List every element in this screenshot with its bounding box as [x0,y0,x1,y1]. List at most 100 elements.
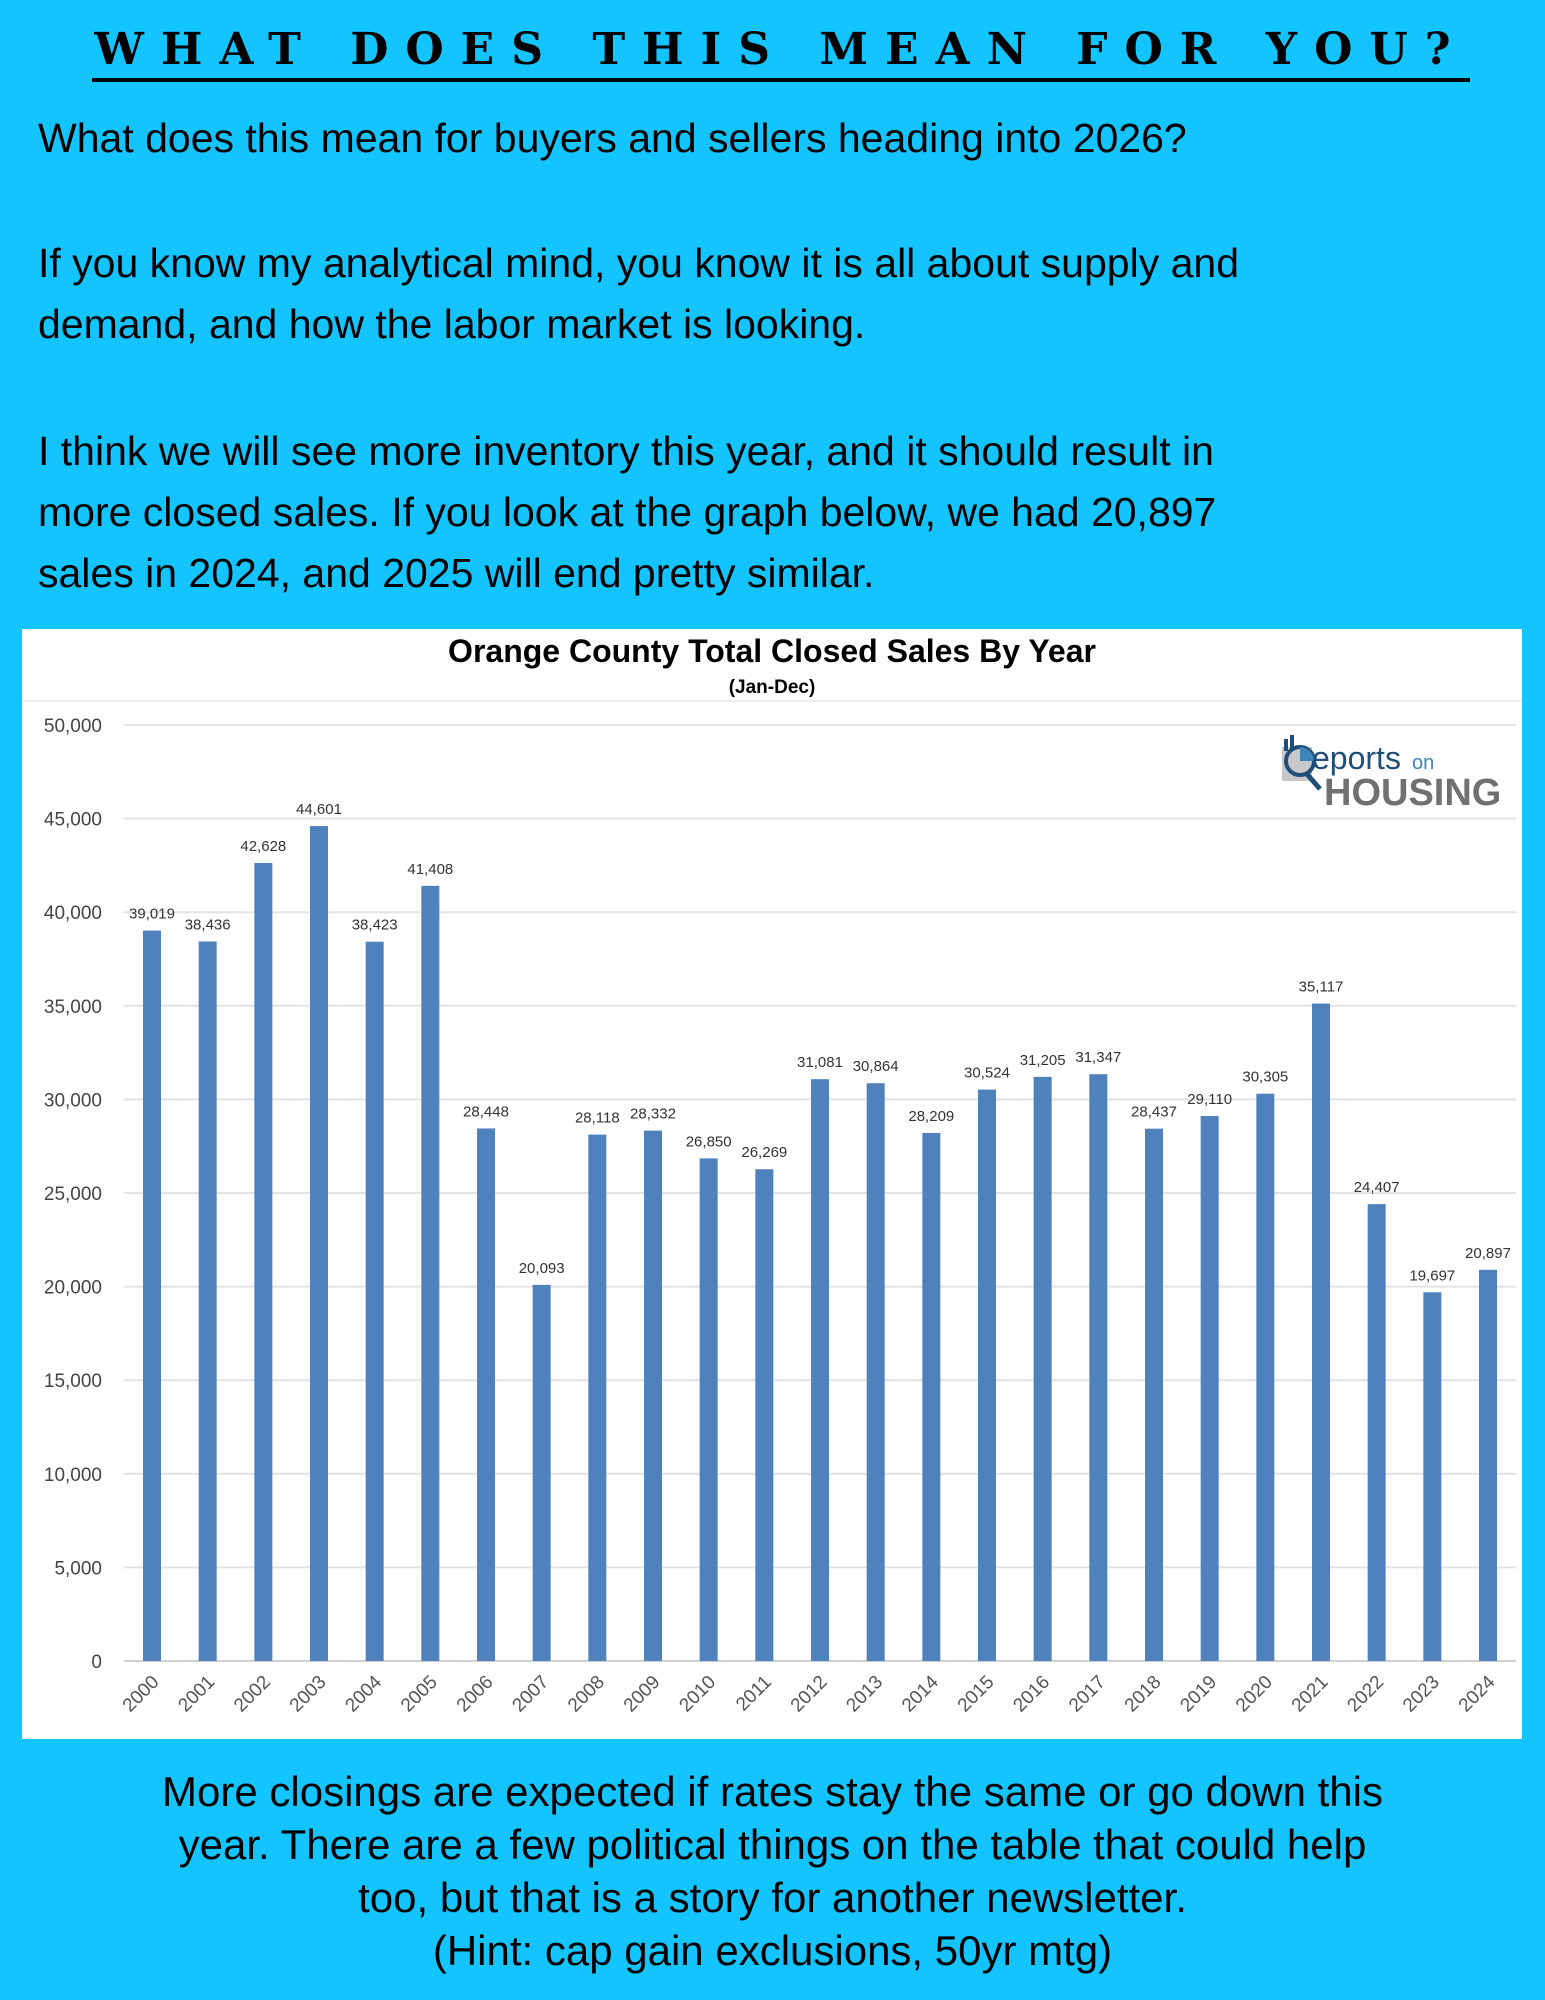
x-tick-label: 2008 [564,1672,609,1717]
chart-title: Orange County Total Closed Sales By Year [448,633,1096,669]
intro-paragraph-2-line-1: If you know my analytical mind, you know… [38,240,1239,286]
headline-underline [92,78,1470,82]
data-label: 30,305 [1242,1069,1288,1086]
bar-2017 [1089,1074,1108,1661]
x-tick-label: 2021 [1288,1672,1333,1717]
y-tick-label: 25,000 [44,1184,102,1205]
data-label: 31,347 [1075,1049,1121,1066]
bar-2002 [254,863,273,1661]
data-label: 24,407 [1354,1179,1400,1196]
x-tick-label: 2010 [675,1672,720,1717]
data-label: 26,850 [686,1133,732,1150]
bar-2003 [310,826,328,1661]
bar-2000 [143,930,161,1661]
data-label: 30,864 [853,1058,899,1075]
x-tick-label: 2013 [842,1672,887,1717]
bar-2018 [1145,1128,1163,1661]
y-tick-label: 45,000 [44,810,102,831]
closing-line-2: year. There are a few political things o… [178,1821,1367,1868]
bar-2019 [1200,1116,1219,1661]
data-label: 28,332 [630,1106,676,1123]
y-tick-label: 30,000 [44,1090,102,1111]
data-label: 19,697 [1409,1267,1455,1284]
bar-2016 [1033,1076,1052,1661]
y-tick-label: 50,000 [44,716,102,737]
intro-paragraph-3-line-3: sales in 2024, and 2025 will end pretty … [38,550,875,596]
bar-2006 [477,1128,495,1661]
x-tick-label: 2024 [1455,1671,1500,1716]
intro-question: What does this mean for buyers and selle… [38,115,1187,161]
x-tick-label: 2005 [397,1672,442,1717]
bar-2023 [1423,1292,1442,1661]
svg-text:eports: eports [1312,740,1401,776]
data-label: 38,436 [185,916,231,933]
data-label: 42,628 [240,838,286,855]
x-tick-label: 2017 [1065,1672,1110,1717]
x-tick-label: 2003 [286,1672,331,1717]
data-label: 20,093 [519,1260,565,1277]
bar-2021 [1312,1003,1330,1661]
bar-2010 [699,1158,718,1661]
data-label: 29,110 [1187,1091,1232,1108]
data-label: 28,448 [463,1103,509,1120]
x-tick-label: 2012 [787,1672,832,1717]
bar-2013 [866,1083,885,1661]
data-label: 20,897 [1465,1245,1511,1262]
chart-subtitle: (Jan-Dec) [728,677,816,698]
y-tick-label: 20,000 [44,1278,102,1299]
bar-2012 [811,1079,829,1661]
intro-paragraph-3-line-1: I think we will see more inventory this … [38,428,1214,474]
bar-2014 [922,1132,941,1661]
bar-2009 [644,1130,662,1661]
x-tick-label: 2023 [1399,1672,1444,1717]
y-tick-label: 40,000 [44,903,102,924]
y-tick-label: 15,000 [44,1371,102,1392]
x-tick-label: 2006 [453,1672,498,1717]
intro-paragraph-2-line-2: demand, and how the labor market is look… [38,301,866,347]
data-label: 30,524 [964,1065,1010,1082]
data-label: 28,209 [908,1108,954,1125]
closing-paragraph: More closings are expected if rates stay… [0,1765,1545,1977]
data-label: 26,269 [741,1144,787,1161]
x-tick-label: 2020 [1232,1672,1277,1717]
data-label: 38,423 [352,917,398,934]
closing-line-3: too, but that is a story for another new… [358,1874,1187,1921]
x-tick-label: 2000 [119,1672,164,1717]
y-tick-label: 0 [91,1652,102,1673]
x-tick-label: 2014 [898,1671,943,1716]
y-tick-label: 5,000 [54,1558,102,1579]
data-label: 35,117 [1299,979,1344,996]
x-tick-label: 2009 [620,1672,665,1717]
data-label: 31,081 [797,1054,843,1071]
data-label: 39,019 [129,906,175,923]
x-tick-label: 2007 [508,1672,553,1717]
x-tick-label: 2016 [1009,1672,1054,1717]
bar-2020 [1256,1093,1275,1661]
bar-2022 [1367,1204,1386,1661]
x-tick-label: 2002 [230,1672,275,1717]
data-label: 44,601 [296,801,342,818]
page-headline: WHAT DOES THIS MEAN FOR YOU? [94,24,1468,75]
bar-2007 [532,1284,551,1661]
data-label: 28,118 [575,1110,620,1127]
data-label: 28,437 [1131,1104,1177,1121]
closing-line-1: More closings are expected if rates stay… [162,1768,1383,1815]
x-tick-label: 2018 [1121,1672,1166,1717]
svg-text:on: on [1412,752,1434,774]
reports-on-housing-logo: eports on HOUSING [1282,735,1501,814]
closing-line-4: (Hint: cap gain exclusions, 50yr mtg) [432,1927,1113,1974]
bar-2001 [198,941,217,1661]
x-tick-label: 2022 [1343,1672,1388,1717]
x-tick-label: 2011 [732,1672,776,1716]
bar-2024 [1479,1269,1497,1661]
bar-2008 [588,1134,607,1661]
data-label: 41,408 [407,861,453,878]
bar-2005 [421,885,440,1661]
svg-text:HOUSING: HOUSING [1324,772,1501,814]
y-tick-label: 35,000 [44,997,102,1018]
bar-chart: Orange County Total Closed Sales By Year… [22,629,1522,1739]
x-tick-label: 2004 [341,1671,386,1716]
bar-2004 [365,941,384,1661]
data-label: 31,205 [1020,1052,1066,1069]
chart-plot: 0 5,000 10,000 15,000 20,000 25,000 30,000 35,0… [22,700,1522,1717]
